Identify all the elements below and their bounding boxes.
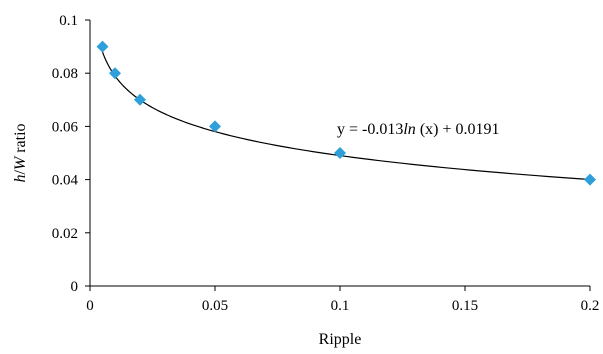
data-point xyxy=(109,67,121,80)
y-tick-label: 0.04 xyxy=(52,173,79,189)
x-axis-title: Ripple xyxy=(319,331,362,348)
data-point xyxy=(209,120,221,133)
x-tick-label: 0.2 xyxy=(581,298,600,314)
x-tick-label: 0 xyxy=(86,298,94,314)
trendline xyxy=(101,51,591,181)
data-points xyxy=(96,40,596,186)
x-tick-label: 0.15 xyxy=(452,298,478,314)
y-tick-label: 0.08 xyxy=(52,66,78,82)
x-tick-label: 0.05 xyxy=(202,298,228,314)
y-tick-label: 0 xyxy=(71,279,79,295)
data-point xyxy=(134,93,146,106)
x-ticks: 0 0.05 0.1 0.15 0.2 xyxy=(86,286,599,314)
x-tick-label: 0.1 xyxy=(331,298,350,314)
data-point xyxy=(334,147,346,159)
data-point xyxy=(96,40,109,53)
y-tick-label: 0.06 xyxy=(52,119,79,135)
y-axis-title: h/W ratio xyxy=(12,123,29,182)
y-ticks: 0 0.02 0.04 0.06 0.08 0.1 xyxy=(52,13,90,295)
y-tick-label: 0.1 xyxy=(59,13,78,29)
y-tick-label: 0.02 xyxy=(52,226,78,242)
data-point xyxy=(584,173,596,186)
trendline-equation: y = -0.013ln (x) + 0.0191 xyxy=(337,121,500,138)
